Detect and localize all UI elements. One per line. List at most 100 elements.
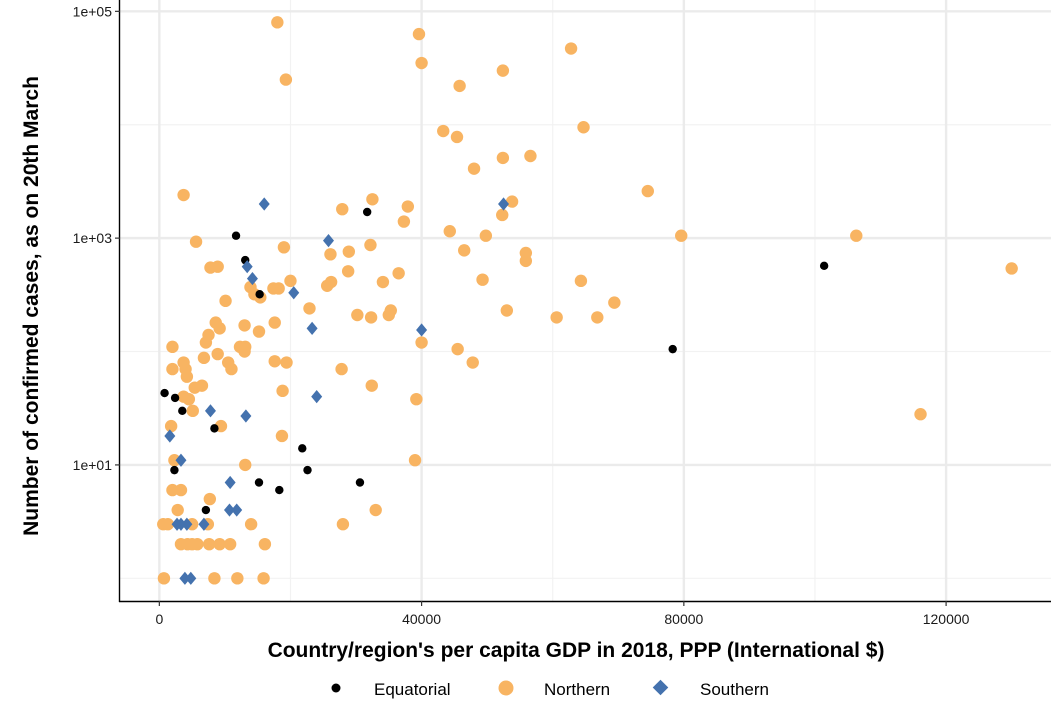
point-northern xyxy=(168,454,181,467)
point-northern xyxy=(591,311,604,324)
point-northern xyxy=(505,195,519,208)
point-northern xyxy=(188,381,201,394)
x-tick-label: 120000 xyxy=(923,611,970,627)
point-northern xyxy=(252,325,266,338)
point-northern xyxy=(189,235,203,248)
point-northern xyxy=(257,572,270,585)
point-northern xyxy=(213,537,226,551)
legend-label-northern: Northern xyxy=(544,680,610,699)
point-northern xyxy=(550,311,563,324)
y-axis-ticks: 1e+01 1e+03 1e+05 xyxy=(73,3,120,473)
point-northern xyxy=(180,370,194,383)
y-tick-label: 1e+05 xyxy=(73,3,113,19)
point-southern xyxy=(246,271,258,286)
point-northern xyxy=(208,572,221,585)
point-northern xyxy=(211,260,224,273)
point-southern xyxy=(241,260,253,274)
point-northern xyxy=(496,151,510,165)
point-northern xyxy=(324,275,338,289)
point-southern xyxy=(175,453,187,467)
point-northern xyxy=(238,319,251,332)
x-tick-label: 40000 xyxy=(402,611,441,627)
point-equatorial xyxy=(170,393,180,403)
point-southern xyxy=(181,517,193,531)
point-northern xyxy=(199,336,213,349)
legend-label-southern: Southern xyxy=(700,680,769,699)
x-axis-title: Country/region's per capita GDP in 2018,… xyxy=(268,639,885,662)
point-southern xyxy=(223,503,235,517)
point-northern xyxy=(239,458,252,472)
point-northern xyxy=(164,419,178,433)
point-northern xyxy=(238,345,251,358)
point-southern xyxy=(311,390,323,404)
point-northern xyxy=(458,244,471,257)
point-northern xyxy=(415,56,428,70)
point-southern xyxy=(175,517,187,531)
point-northern xyxy=(382,308,396,322)
point-northern xyxy=(268,355,281,368)
point-northern xyxy=(268,316,281,329)
point-northern xyxy=(191,537,204,551)
point-northern xyxy=(284,274,297,288)
point-equatorial xyxy=(178,406,187,416)
point-southern xyxy=(198,517,210,531)
point-northern xyxy=(223,537,237,551)
point-northern xyxy=(412,27,426,41)
point-northern xyxy=(182,392,196,406)
point-northern xyxy=(577,121,590,134)
point-northern xyxy=(443,225,456,238)
point-equatorial xyxy=(210,424,219,433)
point-northern xyxy=(303,302,316,315)
point-northern xyxy=(479,229,493,242)
point-southern xyxy=(498,197,510,211)
point-northern xyxy=(174,483,188,497)
point-northern xyxy=(336,202,349,216)
point-equatorial xyxy=(355,478,365,487)
point-northern xyxy=(366,193,379,206)
point-northern xyxy=(564,42,578,55)
point-southern xyxy=(240,409,252,423)
point-northern xyxy=(466,356,479,369)
point-northern xyxy=(408,454,422,467)
point-equatorial xyxy=(303,465,312,475)
major-gridlines xyxy=(120,0,1051,601)
point-northern xyxy=(231,572,244,585)
point-northern xyxy=(336,518,350,531)
point-northern xyxy=(275,429,289,443)
legend-label-equatorial: Equatorial xyxy=(374,680,451,699)
legend-key-southern xyxy=(652,679,669,696)
point-northern xyxy=(342,245,356,258)
point-northern xyxy=(365,379,378,392)
y-tick-label: 1e+03 xyxy=(73,230,113,246)
point-southern xyxy=(204,404,216,418)
point-southern xyxy=(224,475,236,490)
legend-key-northern xyxy=(498,680,514,696)
point-equatorial xyxy=(160,388,169,398)
point-northern xyxy=(437,124,450,138)
plot-background xyxy=(120,0,1051,601)
point-northern xyxy=(496,64,510,77)
point-equatorial xyxy=(254,478,264,487)
point-equatorial xyxy=(362,207,372,217)
point-northern xyxy=(364,311,378,324)
point-northern xyxy=(476,273,489,286)
legend-key-equatorial xyxy=(331,683,341,693)
point-northern xyxy=(1005,262,1018,275)
point-northern xyxy=(450,130,464,144)
point-equatorial xyxy=(231,231,241,240)
point-northern xyxy=(166,340,179,354)
point-southern xyxy=(288,286,300,300)
legend: Equatorial Northern Southern xyxy=(331,679,769,699)
point-northern xyxy=(197,351,211,365)
x-tick-label: 80000 xyxy=(664,611,703,627)
point-northern xyxy=(324,248,337,261)
point-northern xyxy=(203,492,217,506)
point-northern xyxy=(202,537,216,551)
point-southern xyxy=(322,234,334,248)
point-northern xyxy=(166,362,179,376)
point-northern xyxy=(451,342,464,356)
point-northern xyxy=(271,16,284,29)
point-northern xyxy=(453,79,466,93)
point-northern xyxy=(213,322,226,335)
